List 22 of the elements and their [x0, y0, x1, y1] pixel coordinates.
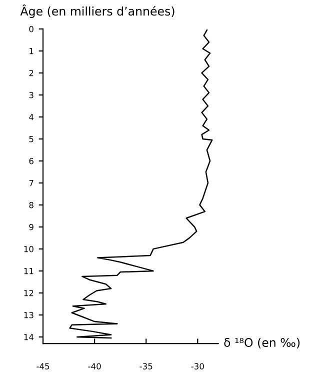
y-tick-label: 4	[29, 114, 34, 120]
y-tick-label: 3	[29, 92, 34, 98]
y-tick-label: 13	[24, 312, 34, 318]
y-tick-label: 12	[24, 290, 34, 296]
y-tick-label: 6	[29, 158, 34, 164]
x-tick-label: -45	[36, 363, 50, 370]
x-tick-label: -35	[140, 363, 152, 370]
y-tick-label: 8	[29, 202, 34, 208]
x-tick-label: -40	[88, 363, 101, 370]
y-tick-label: 10	[24, 246, 34, 252]
y-tick-label: 0	[29, 26, 34, 32]
y-tick-label: 9	[29, 224, 34, 230]
y-tick-label: 5	[29, 136, 34, 142]
line-series	[69, 29, 213, 339]
y-tick-label: 2	[29, 70, 34, 76]
y-tick-label: 7	[29, 180, 34, 186]
x-tick-label: -30	[191, 363, 204, 370]
y-axis-title: Âge (en milliers d’années)	[20, 4, 174, 18]
x-axis-title: δ ¹⁸O (en ‰)	[224, 338, 300, 348]
y-tick-label: 11	[24, 268, 34, 274]
y-tick-label: 1	[30, 48, 34, 54]
y-tick-label: 14	[24, 334, 34, 340]
